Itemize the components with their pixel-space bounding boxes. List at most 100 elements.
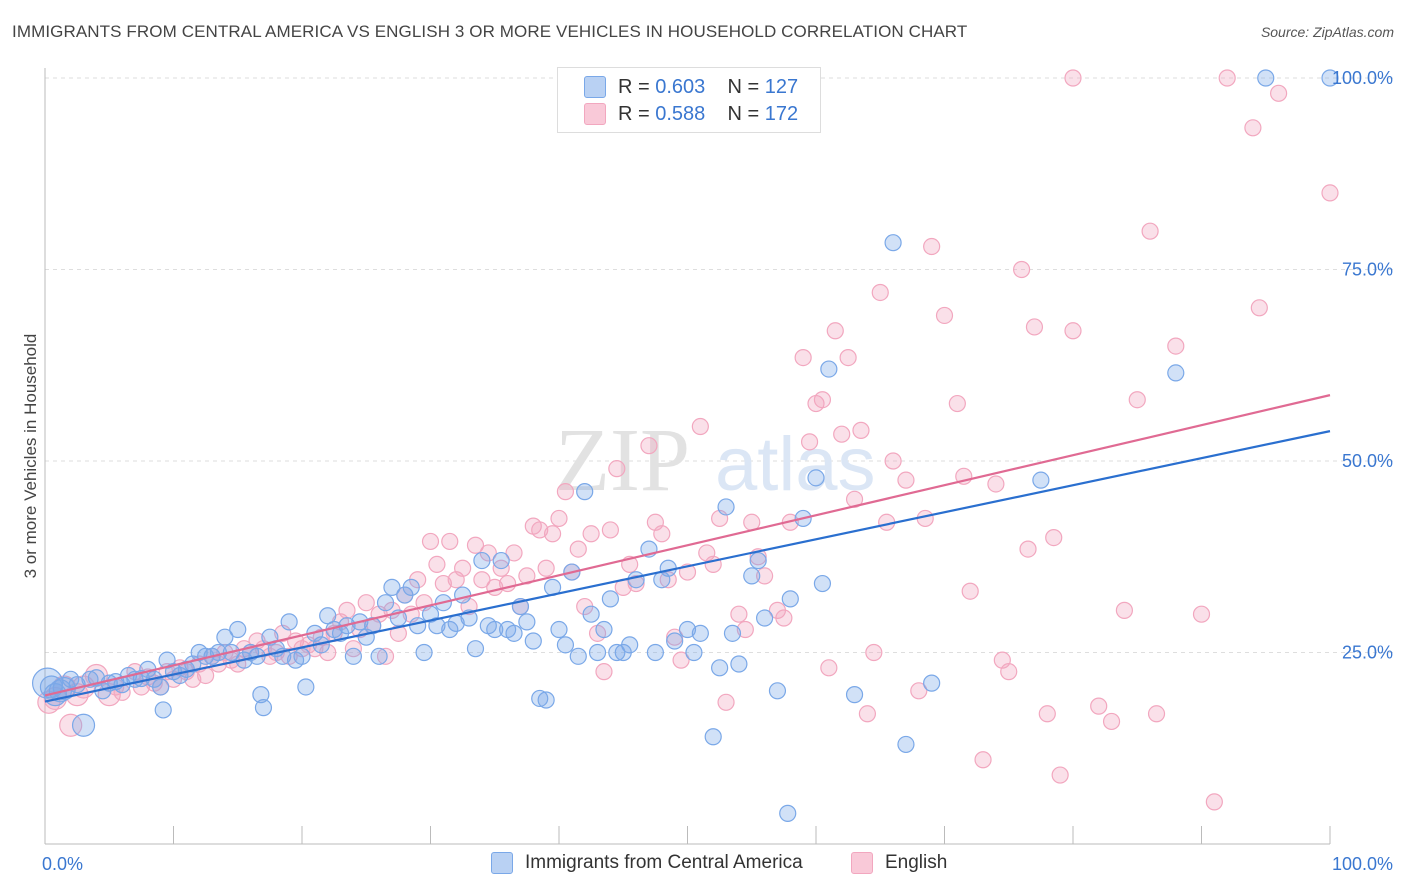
point-central-america [1321,69,1339,87]
legend-r-label: R = [618,75,650,98]
point-english [595,663,613,681]
point-english [691,417,709,436]
chart-title: IMMIGRANTS FROM CENTRAL AMERICA VS ENGLI… [12,22,968,41]
point-central-america [71,713,96,737]
point-english [775,609,793,627]
point-english [826,322,844,340]
point-english [1090,697,1108,715]
point-central-america [685,643,703,662]
point-central-america [415,643,433,662]
point-english [1321,184,1339,202]
point-english [543,525,562,543]
point-central-america [755,609,774,627]
point-english [871,283,889,302]
point-english [974,751,992,769]
legend-n-value: 127 [764,75,799,98]
point-english [556,483,575,501]
point-central-america [441,620,459,639]
point-english [608,460,626,478]
point-english [1218,69,1236,87]
x-tick-label-min: 0.0% [42,854,83,874]
point-english [1000,663,1018,681]
point-central-america [383,578,401,596]
point-english [987,475,1005,493]
point-central-america [813,574,832,593]
point-central-america [704,728,722,746]
point-central-america [216,628,234,646]
legend-swatch-blue [584,76,606,98]
point-english [1147,705,1166,723]
point-english [454,559,472,577]
point-english [865,643,883,662]
point-central-america [428,617,446,635]
point-central-america [730,655,748,673]
point-central-america [531,689,549,708]
point-english [473,571,491,589]
y-tick-label: 100.0% [1332,68,1393,88]
point-central-america [768,682,787,700]
point-english [357,594,375,612]
point-english [672,651,690,669]
trendline-english [44,394,1331,697]
point-central-america [402,578,420,596]
bottom-legend-label: Immigrants from Central America [525,852,803,873]
bottom-legend-label: English [885,852,948,873]
y-tick-label: 50.0% [1342,451,1393,471]
point-central-america [537,691,555,709]
point-english [948,394,966,413]
point-english [653,525,671,543]
point-central-america [779,804,797,822]
point-english [839,348,857,367]
point-central-america [711,659,729,677]
point-english [550,509,568,528]
point-english [1167,337,1185,355]
point-english [813,391,832,409]
point-central-america [569,647,587,665]
point-english [601,521,620,539]
point-english [1045,528,1063,547]
point-english [1102,712,1121,731]
point-english [389,624,407,642]
point-english [852,421,870,439]
point-central-america [556,636,575,654]
point-english [1269,84,1288,102]
point-english [736,620,754,639]
legend-n-label: N = [727,102,760,125]
point-central-america [723,624,742,642]
point-english [910,682,928,700]
point-english [338,601,356,619]
point-english [1244,119,1262,137]
point-central-america [454,586,472,604]
point-english [466,536,485,554]
point-english [505,544,523,562]
point-central-america [749,551,767,570]
point-central-america [897,735,915,754]
trendline-central-america [44,430,1331,703]
point-central-america [717,498,735,516]
point-central-america [1167,364,1185,382]
y-tick-label: 75.0% [1342,260,1393,280]
point-central-america [152,678,170,696]
point-central-america [582,605,600,623]
point-central-america [595,620,613,639]
y-tick-label: 25.0% [1342,643,1393,663]
point-english [531,521,549,539]
point-central-america [627,571,645,589]
point-central-america [409,617,427,635]
x-tick-label-max: 100.0% [1332,854,1393,874]
point-central-america [344,647,362,665]
point-central-america [608,643,626,662]
point-english [833,425,851,443]
point-central-america [666,632,684,650]
point-english [717,693,735,711]
point-english [800,433,819,451]
point-central-america [1257,69,1275,87]
point-central-america [319,607,337,625]
point-english [640,437,658,455]
point-english [376,647,395,665]
point-central-america [254,699,273,717]
point-english [1025,318,1044,336]
point-central-america [492,551,510,570]
legend-r-value: 0.588 [655,102,706,125]
